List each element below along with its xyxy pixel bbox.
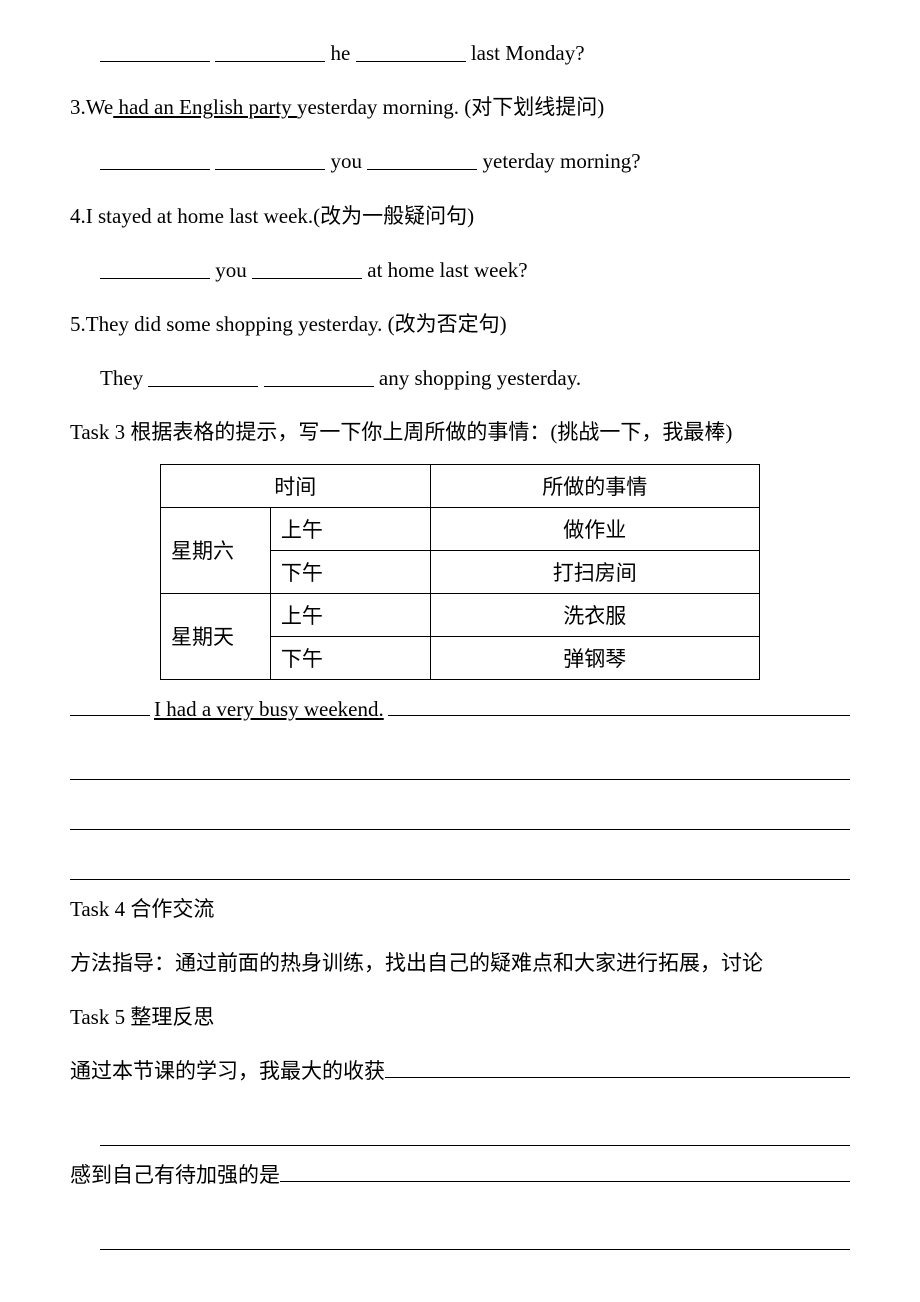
table-cell-period: 下午 bbox=[270, 550, 430, 593]
table-row: 星期六 上午 做作业 bbox=[161, 507, 760, 550]
text: any shopping yesterday. bbox=[379, 366, 581, 390]
task4-title: Task 4 合作交流 bbox=[70, 886, 850, 932]
q4-answer-line: you at home last week? bbox=[70, 247, 850, 293]
task3-table: 时间 所做的事情 星期六 上午 做作业 下午 打扫房间 星期天 上午 洗衣服 下… bbox=[160, 464, 760, 680]
blank-field[interactable] bbox=[100, 42, 210, 62]
blank-field[interactable] bbox=[385, 1058, 850, 1078]
table-cell-period: 上午 bbox=[270, 507, 430, 550]
table-row: 星期天 上午 洗衣服 bbox=[161, 593, 760, 636]
table-row: 时间 所做的事情 bbox=[161, 464, 760, 507]
blank-field[interactable] bbox=[100, 150, 210, 170]
q5-answer-line: They any shopping yesterday. bbox=[70, 355, 850, 401]
text: at home last week? bbox=[367, 258, 527, 282]
table-cell-activity: 打扫房间 bbox=[430, 550, 759, 593]
blank-field[interactable] bbox=[70, 696, 150, 716]
text: 感到自己有待加强的是 bbox=[70, 1152, 280, 1198]
table-cell-activity: 弹钢琴 bbox=[430, 636, 759, 679]
blank-field[interactable] bbox=[215, 150, 325, 170]
blank-field[interactable] bbox=[356, 42, 466, 62]
writing-line[interactable] bbox=[100, 1206, 850, 1250]
task3-writing-start: I had a very busy weekend. bbox=[70, 688, 850, 730]
text: 3.We bbox=[70, 95, 113, 119]
text: I had a very busy weekend. bbox=[150, 688, 388, 730]
text: yesterday morning. (对下划线提问) bbox=[297, 95, 604, 119]
task3-title: Task 3 根据表格的提示，写一下你上周所做的事情：(挑战一下，我最棒) bbox=[70, 409, 850, 455]
q2-answer-line: he last Monday? bbox=[70, 30, 850, 76]
text: last Monday? bbox=[471, 41, 585, 65]
writing-line[interactable] bbox=[70, 736, 850, 780]
q5-text: 5.They did some shopping yesterday. (改为否… bbox=[70, 301, 850, 347]
text: They bbox=[100, 366, 143, 390]
table-cell-activity: 做作业 bbox=[430, 507, 759, 550]
table-cell-day: 星期六 bbox=[161, 507, 271, 593]
task4-content: 方法指导：通过前面的热身训练，找出自己的疑难点和大家进行拓展，讨论 bbox=[70, 940, 850, 986]
blank-field[interactable] bbox=[100, 259, 210, 279]
q3-answer-line: you yeterday morning? bbox=[70, 138, 850, 184]
table-cell-period: 下午 bbox=[270, 636, 430, 679]
blank-field[interactable] bbox=[264, 367, 374, 387]
table-header-time: 时间 bbox=[161, 464, 431, 507]
text: yeterday morning? bbox=[483, 149, 641, 173]
table-cell-activity: 洗衣服 bbox=[430, 593, 759, 636]
blank-field[interactable] bbox=[215, 42, 325, 62]
underlined-phrase: had an English party bbox=[113, 95, 297, 119]
text: he bbox=[331, 41, 351, 65]
q3-text: 3.We had an English party yesterday morn… bbox=[70, 84, 850, 130]
writing-line[interactable] bbox=[70, 786, 850, 830]
blank-field[interactable] bbox=[148, 367, 258, 387]
blank-field[interactable] bbox=[280, 1162, 850, 1182]
table-header-activity: 所做的事情 bbox=[430, 464, 759, 507]
table-cell-period: 上午 bbox=[270, 593, 430, 636]
text: you bbox=[215, 258, 247, 282]
task5-title: Task 5 整理反思 bbox=[70, 994, 850, 1040]
q4-text: 4.I stayed at home last week.(改为一般疑问句) bbox=[70, 193, 850, 239]
task5-line1: 通过本节课的学习，我最大的收获 bbox=[70, 1048, 850, 1094]
writing-line[interactable] bbox=[70, 836, 850, 880]
task5-line2: 感到自己有待加强的是 bbox=[70, 1152, 850, 1198]
table-cell-day: 星期天 bbox=[161, 593, 271, 679]
blank-field[interactable] bbox=[252, 259, 362, 279]
blank-field[interactable] bbox=[367, 150, 477, 170]
writing-line[interactable] bbox=[100, 1102, 850, 1146]
text: you bbox=[331, 149, 363, 173]
blank-field[interactable] bbox=[388, 696, 850, 716]
text: 通过本节课的学习，我最大的收获 bbox=[70, 1048, 385, 1094]
